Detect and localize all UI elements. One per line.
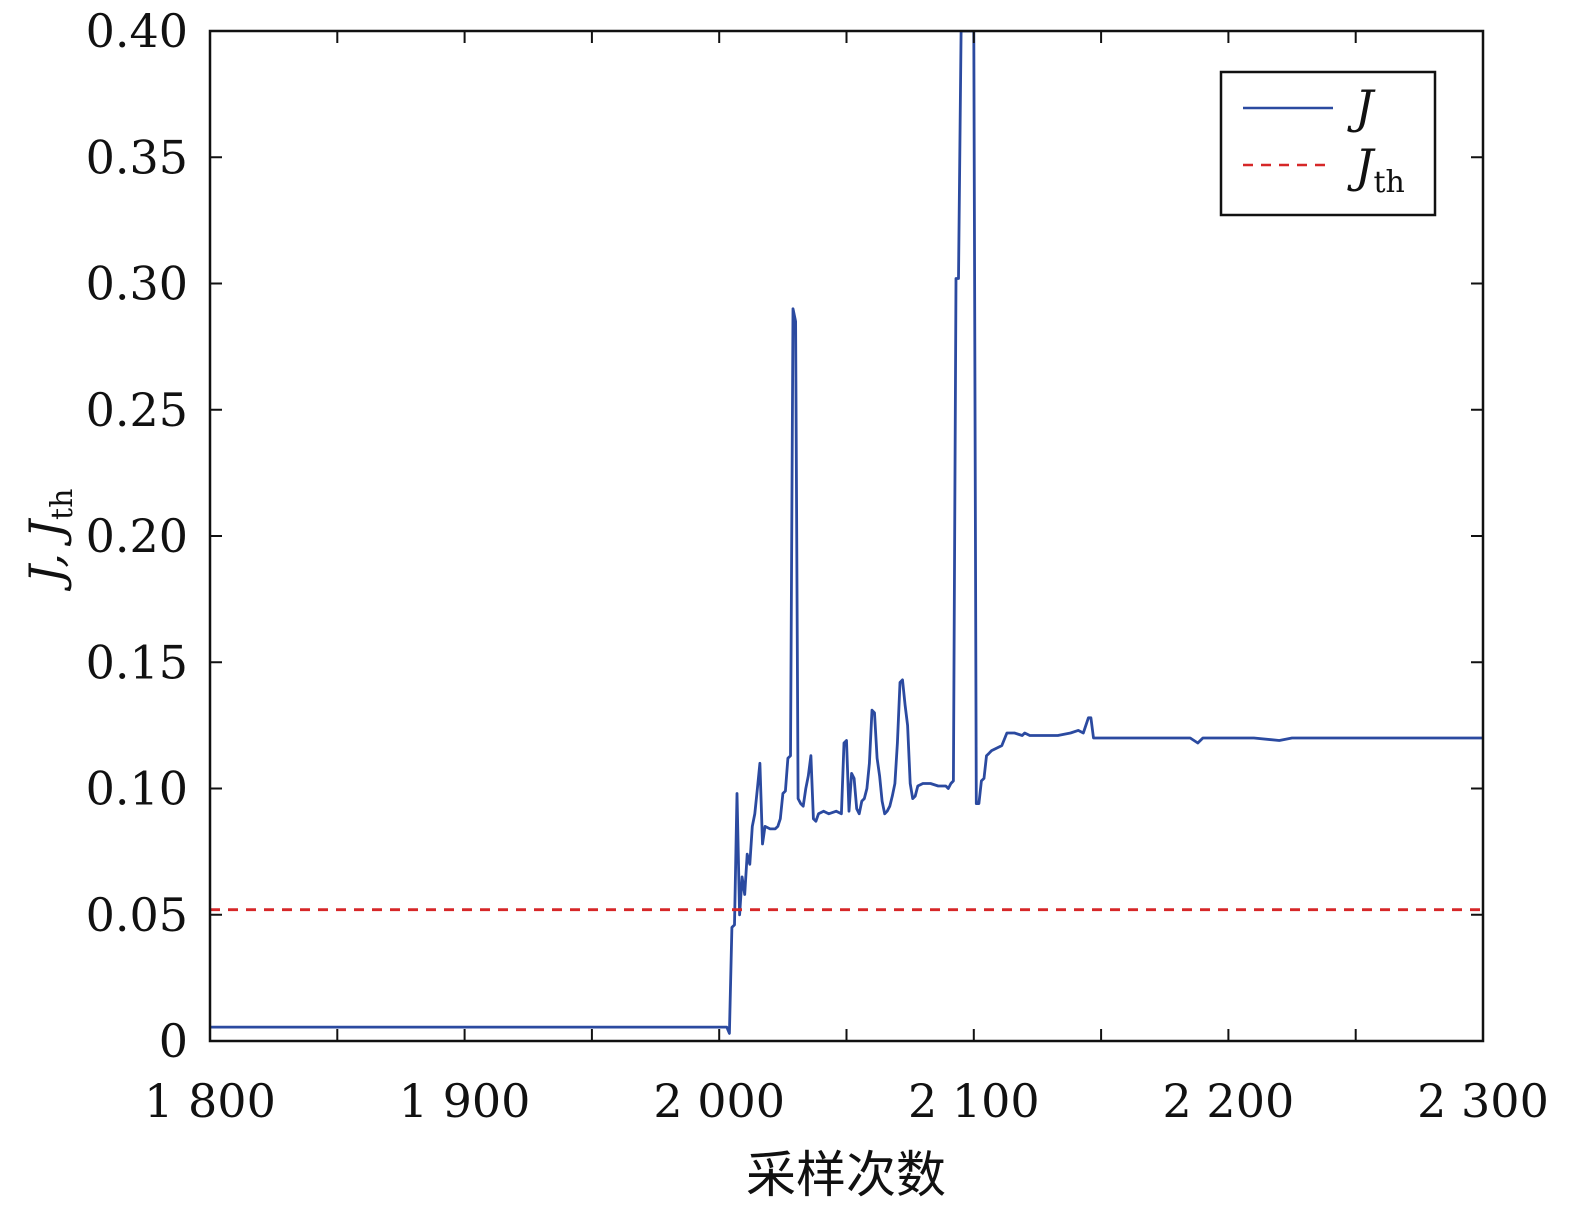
y-tick-label: 0.30 <box>86 257 188 311</box>
y-axis-title-main: J, J <box>19 517 73 591</box>
y-tick-label: 0.20 <box>86 509 188 563</box>
legend: J Jth <box>1221 72 1435 215</box>
y-tick-label: 0.35 <box>86 130 188 184</box>
y-tick-label: 0.25 <box>86 383 188 437</box>
x-tick-label: 2 300 <box>1417 1074 1549 1128</box>
y-tick-label: 0.15 <box>86 635 188 689</box>
x-tick-label: 1 800 <box>144 1074 276 1128</box>
x-tick-label: 2 100 <box>908 1074 1040 1128</box>
y-tick-label: 0 <box>159 1014 188 1068</box>
y-tick-label: 0.05 <box>86 888 188 942</box>
y-tick-label: 0.10 <box>86 762 188 816</box>
x-tick-label: 2 000 <box>653 1074 785 1128</box>
y-tick-label: 0.40 <box>86 4 188 58</box>
legend-label-jth-sub: th <box>1373 165 1404 200</box>
x-tick-label: 1 900 <box>399 1074 531 1128</box>
x-axis-title: 采样次数 <box>746 1146 946 1204</box>
x-tick-label: 2 200 <box>1163 1074 1295 1128</box>
y-axis-title-sub: th <box>45 489 80 520</box>
